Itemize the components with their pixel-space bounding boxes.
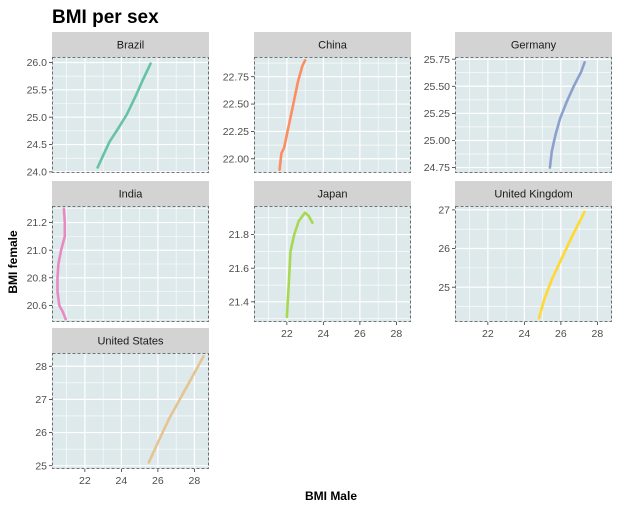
panel-border-china (254, 57, 411, 173)
x-tick-label: 28 (189, 475, 201, 487)
series-line-united-kingdom (537, 210, 586, 320)
y-tick-label: 26 (438, 243, 450, 255)
y-tick-label: 25.50 (424, 81, 450, 93)
panel-border-japan (254, 206, 411, 322)
x-tick-label: 24 (519, 328, 531, 340)
y-tick-label: 21.8 (229, 229, 250, 241)
panel-background-germany (455, 57, 612, 173)
panel-india: India 20.6 20.8 21.0 21.2 (27, 181, 209, 322)
y-tick-label: 22.25 (223, 126, 249, 138)
panel-background-japan (254, 206, 411, 322)
panel-background-china (254, 57, 411, 173)
strip-united-kingdom (455, 181, 612, 206)
y-tick-label: 25.0 (27, 112, 48, 124)
y-tick-label: 21.4 (229, 296, 250, 308)
x-tick-label: 24 (116, 475, 128, 487)
y-tick-label: 25 (438, 282, 450, 294)
strip-label-india: India (119, 189, 144, 201)
y-tick-label: 20.6 (27, 300, 48, 312)
y-tick-label: 26 (35, 427, 47, 439)
y-tick-label: 25.75 (424, 54, 450, 66)
x-tick-label: 22 (281, 328, 293, 340)
series-line-united-states (147, 355, 205, 464)
panel-united-kingdom: United Kingdom 25 26 27 22 24 26 28 (438, 181, 612, 340)
panel-border-germany (455, 57, 612, 173)
y-tick-label: 25.25 (424, 108, 450, 120)
strip-label-china: China (318, 40, 348, 52)
panel-japan: Japan 21.4 21.6 21.8 22 24 26 28 (229, 181, 411, 340)
y-tick-label: 21.0 (27, 245, 48, 257)
y-tick-label: 25 (35, 460, 47, 472)
strip-label-germany: Germany (511, 40, 557, 52)
y-tick-label: 26.0 (27, 57, 48, 69)
facet-panels: Brazil 24.0 24.5 25.0 25.5 26.0 China 22.00 22.2… (27, 32, 612, 487)
y-tick-label: 21.6 (229, 263, 250, 275)
panel-border-brazil (52, 57, 209, 173)
y-tick-label: 24.0 (27, 167, 48, 179)
y-tick-label: 25.5 (27, 84, 48, 96)
panel-brazil: Brazil 24.0 24.5 25.0 25.5 26.0 (27, 32, 209, 179)
panel-background-brazil (52, 57, 209, 173)
y-tick-label: 27 (438, 204, 450, 216)
panel-border-india (52, 206, 209, 322)
strip-label-brazil: Brazil (117, 40, 145, 52)
panel-background-united-kingdom (455, 206, 612, 322)
y-axis-title: BMI female (6, 230, 20, 294)
panel-border-united-states (52, 353, 209, 469)
x-tick-label: 22 (79, 475, 91, 487)
y-tick-label: 27 (35, 394, 47, 406)
y-tick-label: 28 (35, 361, 47, 373)
series-line-india (56, 207, 67, 321)
y-tick-label: 20.8 (27, 272, 48, 284)
series-line-china (278, 59, 307, 171)
x-tick-label: 26 (354, 328, 366, 340)
x-tick-label: 26 (152, 475, 164, 487)
y-tick-label: 21.2 (27, 217, 48, 229)
x-tick-label: 28 (592, 328, 604, 340)
series-line-japan (285, 211, 314, 319)
chart-title: BMI per sex (52, 7, 159, 28)
series-line-brazil (96, 62, 152, 169)
y-tick-label: 24.75 (424, 162, 450, 174)
strip-label-japan: Japan (318, 189, 348, 201)
strip-india (52, 181, 209, 206)
panel-united-states: United States 25 26 27 28 22 24 26 28 (35, 328, 209, 487)
panel-china: China 22.00 22.25 22.50 22.75 (223, 32, 411, 173)
strip-japan (254, 181, 411, 206)
panel-border-united-kingdom (455, 206, 612, 322)
series-line-germany (548, 61, 586, 169)
strip-brazil (52, 32, 209, 57)
y-tick-label: 22.50 (223, 99, 249, 111)
strip-germany (455, 32, 612, 57)
x-tick-label: 24 (318, 328, 330, 340)
y-tick-label: 24.5 (27, 139, 48, 151)
y-tick-label: 22.00 (223, 153, 249, 165)
panel-germany: Germany 24.75 25.00 25.25 25.50 25.75 (424, 32, 612, 174)
x-axis-title: BMI Male (305, 489, 357, 503)
strip-united-states (52, 328, 209, 353)
strip-label-united-states: United States (97, 336, 164, 348)
strip-china (254, 32, 411, 57)
y-tick-label: 25.00 (424, 135, 450, 147)
x-tick-label: 22 (482, 328, 494, 340)
strip-label-united-kingdom: United Kingdom (494, 189, 572, 201)
panel-background-united-states (52, 353, 209, 469)
x-tick-label: 28 (391, 328, 403, 340)
y-tick-label: 22.75 (223, 71, 249, 83)
x-tick-label: 26 (555, 328, 567, 340)
